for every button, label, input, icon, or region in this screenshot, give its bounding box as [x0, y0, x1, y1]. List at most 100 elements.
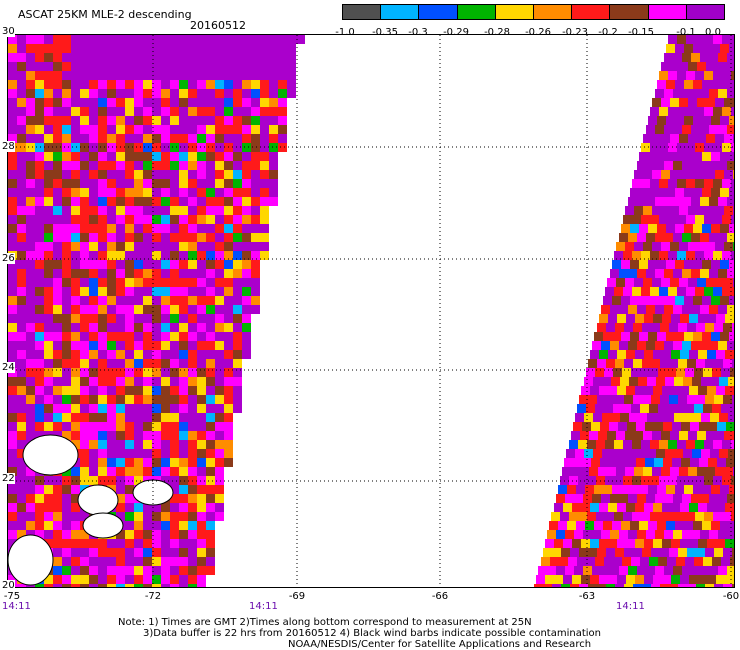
- swath-cell: [684, 116, 693, 125]
- swath-cell: [170, 521, 179, 530]
- swath-cell: [577, 404, 586, 413]
- swath-cell: [679, 98, 688, 107]
- swath-cell: [675, 116, 684, 125]
- swath-cell: [700, 566, 709, 575]
- swath-cell: [143, 377, 152, 386]
- swath-cell: [98, 116, 107, 125]
- swath-cell: [152, 170, 161, 179]
- longitude-label: -60: [722, 591, 740, 602]
- swath-cell: [206, 305, 215, 314]
- swath-cell: [116, 395, 125, 404]
- swath-cell: [224, 440, 233, 449]
- swath-cell: [727, 341, 734, 350]
- swath-cell: [116, 512, 125, 521]
- swath-cell: [206, 539, 215, 548]
- swath-cell: [673, 341, 682, 350]
- swath-cell: [655, 341, 664, 350]
- swath-cell: [170, 431, 179, 440]
- swath-cell: [635, 539, 644, 548]
- swath-cell: [722, 287, 731, 296]
- swath-cell: [233, 377, 242, 386]
- swath-cell: [686, 287, 695, 296]
- swath-cell: [44, 71, 53, 80]
- swath-cell: [161, 305, 170, 314]
- swath-cell: [233, 215, 242, 224]
- swath-cell: [35, 170, 44, 179]
- swath-cell: [107, 251, 116, 260]
- swath-cell: [134, 377, 143, 386]
- swath-cell: [8, 413, 17, 422]
- swath-cell: [161, 422, 170, 431]
- swath-cell: [599, 386, 608, 395]
- swath-cell: [80, 449, 89, 458]
- swath-cell: [53, 476, 62, 485]
- swath-cell: [224, 377, 233, 386]
- swath-cell: [44, 188, 53, 197]
- swath-cell: [188, 512, 197, 521]
- swath-cell: [578, 476, 587, 485]
- swath-cell: [26, 404, 35, 413]
- swath-cell: [107, 341, 116, 350]
- swath-cell: [689, 350, 698, 359]
- swath-cell: [682, 530, 691, 539]
- swath-cell: [711, 80, 720, 89]
- swath-cell: [188, 503, 197, 512]
- swath-cell: [721, 404, 730, 413]
- swath-cell: [125, 98, 134, 107]
- swath-cell: [617, 575, 626, 584]
- swath-cell: [638, 449, 647, 458]
- swath-cell: [646, 269, 655, 278]
- swath-cell: [608, 575, 617, 584]
- swath-cell: [722, 179, 731, 188]
- swath-cell: [206, 395, 215, 404]
- swath-cell: [659, 476, 668, 485]
- swath-cell: [152, 62, 161, 71]
- swath-cell: [224, 89, 233, 98]
- swath-cell: [215, 404, 224, 413]
- swath-cell: [667, 557, 676, 566]
- swath-cell: [179, 548, 188, 557]
- swath-cell: [608, 350, 617, 359]
- swath-cell: [89, 359, 98, 368]
- swath-cell: [152, 557, 161, 566]
- swath-cell: [260, 152, 269, 161]
- swath-cell: [143, 170, 152, 179]
- swath-cell: [80, 314, 89, 323]
- swath-cell: [197, 89, 206, 98]
- swath-cell: [71, 323, 80, 332]
- swath-cell: [570, 548, 579, 557]
- swath-cell: [62, 287, 71, 296]
- swath-cell: [62, 170, 71, 179]
- swath-cell: [17, 134, 26, 143]
- swath-cell: [722, 251, 731, 260]
- swath-cell: [26, 485, 35, 494]
- land-mass: [77, 484, 119, 516]
- swath-cell: [8, 305, 17, 314]
- swath-cell: [116, 98, 125, 107]
- swath-cell: [179, 215, 188, 224]
- swath-cell: [729, 44, 734, 53]
- swath-cell: [728, 377, 734, 386]
- swath-cell: [627, 422, 636, 431]
- swath-cell: [571, 431, 580, 440]
- swath-cell: [98, 350, 107, 359]
- swath-cell: [701, 449, 710, 458]
- swath-cell: [44, 332, 53, 341]
- swath-cell: [709, 305, 718, 314]
- swath-cell: [215, 359, 224, 368]
- swath-cell: [8, 179, 17, 188]
- swath-cell: [224, 152, 233, 161]
- swath-cell: [593, 377, 602, 386]
- swath-cell: [17, 278, 26, 287]
- swath-cell: [713, 251, 722, 260]
- swath-cell: [80, 62, 89, 71]
- colorbar-tick-label: -1.0: [335, 27, 355, 38]
- swath-cell: [718, 197, 727, 206]
- swath-cell: [44, 260, 53, 269]
- swath-cell: [206, 368, 215, 377]
- swath-cell: [686, 476, 695, 485]
- swath-cell: [26, 170, 35, 179]
- swath-cell: [44, 152, 53, 161]
- swath-cell: [621, 224, 630, 233]
- swath-cell: [251, 287, 260, 296]
